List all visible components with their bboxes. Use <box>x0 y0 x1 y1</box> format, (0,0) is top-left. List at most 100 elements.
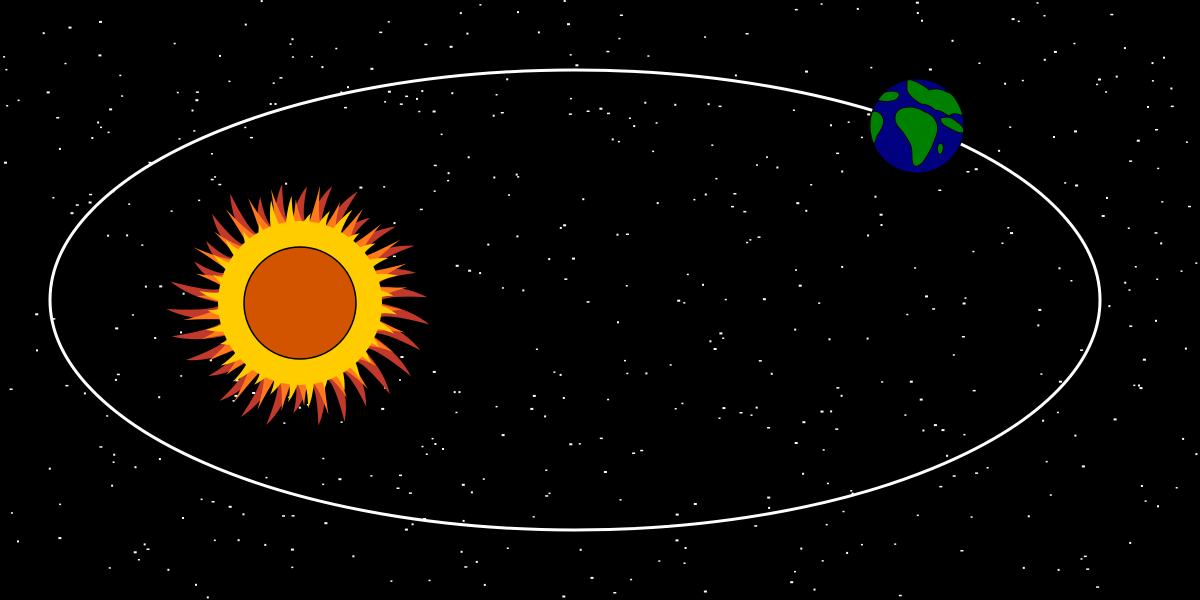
star <box>89 193 93 196</box>
star <box>1110 13 1114 16</box>
star <box>36 349 38 352</box>
star <box>563 224 567 227</box>
star <box>1195 262 1198 264</box>
star <box>482 478 485 480</box>
star <box>841 170 844 173</box>
star <box>734 74 737 77</box>
star <box>1140 485 1143 487</box>
star <box>617 140 620 143</box>
star <box>244 23 247 26</box>
star <box>568 113 572 115</box>
star <box>647 55 650 57</box>
star <box>453 391 456 394</box>
star <box>846 551 849 554</box>
star <box>468 269 472 272</box>
star <box>867 234 870 237</box>
star <box>9 388 13 390</box>
star <box>693 503 697 505</box>
star <box>500 112 504 114</box>
star <box>826 482 829 485</box>
star <box>567 23 570 26</box>
star <box>628 117 631 119</box>
star <box>766 156 768 158</box>
star <box>830 124 832 127</box>
star <box>693 198 696 201</box>
star <box>154 337 157 339</box>
star <box>1180 270 1183 272</box>
star <box>115 327 119 330</box>
star <box>925 295 928 298</box>
star <box>298 406 301 409</box>
star <box>392 255 396 258</box>
star <box>633 125 636 128</box>
star <box>972 389 976 392</box>
star <box>618 37 621 40</box>
star <box>17 99 20 102</box>
star <box>840 394 843 397</box>
star <box>340 421 343 423</box>
star <box>962 302 966 305</box>
star <box>495 405 498 408</box>
star <box>739 412 743 414</box>
star <box>553 371 556 373</box>
star <box>669 364 672 366</box>
star <box>915 1 919 4</box>
star <box>1175 487 1178 489</box>
star <box>626 372 629 375</box>
star <box>193 130 196 132</box>
star <box>974 168 978 171</box>
star <box>143 543 146 546</box>
star <box>909 380 913 383</box>
star <box>379 31 383 34</box>
star <box>1138 384 1140 387</box>
star <box>264 543 267 546</box>
star <box>963 433 966 436</box>
star <box>835 428 839 430</box>
star <box>470 491 473 494</box>
star <box>6 105 9 107</box>
star <box>563 0 566 2</box>
star <box>1105 91 1108 93</box>
star <box>1057 568 1060 571</box>
star <box>383 186 386 188</box>
star <box>126 234 129 237</box>
star <box>562 595 566 598</box>
star <box>370 67 374 70</box>
star <box>370 475 373 477</box>
star <box>419 208 423 211</box>
star <box>569 97 572 100</box>
star <box>619 14 623 16</box>
star <box>675 513 679 516</box>
star <box>820 410 824 413</box>
star <box>603 471 607 473</box>
star <box>148 161 152 164</box>
star <box>399 474 402 477</box>
star <box>52 197 55 199</box>
star <box>260 0 263 3</box>
star <box>1133 384 1136 387</box>
star <box>880 224 883 226</box>
star <box>922 429 925 432</box>
star <box>462 519 465 522</box>
star <box>938 189 942 191</box>
star <box>767 427 771 429</box>
star <box>898 594 902 597</box>
star <box>564 278 568 280</box>
star <box>210 153 213 155</box>
star <box>933 424 937 427</box>
star <box>656 202 659 205</box>
star <box>381 407 385 410</box>
star <box>274 103 277 105</box>
star <box>1022 566 1025 569</box>
star <box>1157 505 1159 508</box>
sun-core <box>243 246 357 360</box>
star <box>5 68 8 71</box>
star <box>116 373 120 376</box>
star <box>144 285 147 288</box>
star <box>158 396 161 399</box>
earth-landmasses <box>870 79 964 167</box>
star <box>1064 182 1067 184</box>
star <box>1106 196 1108 199</box>
star <box>475 560 478 563</box>
